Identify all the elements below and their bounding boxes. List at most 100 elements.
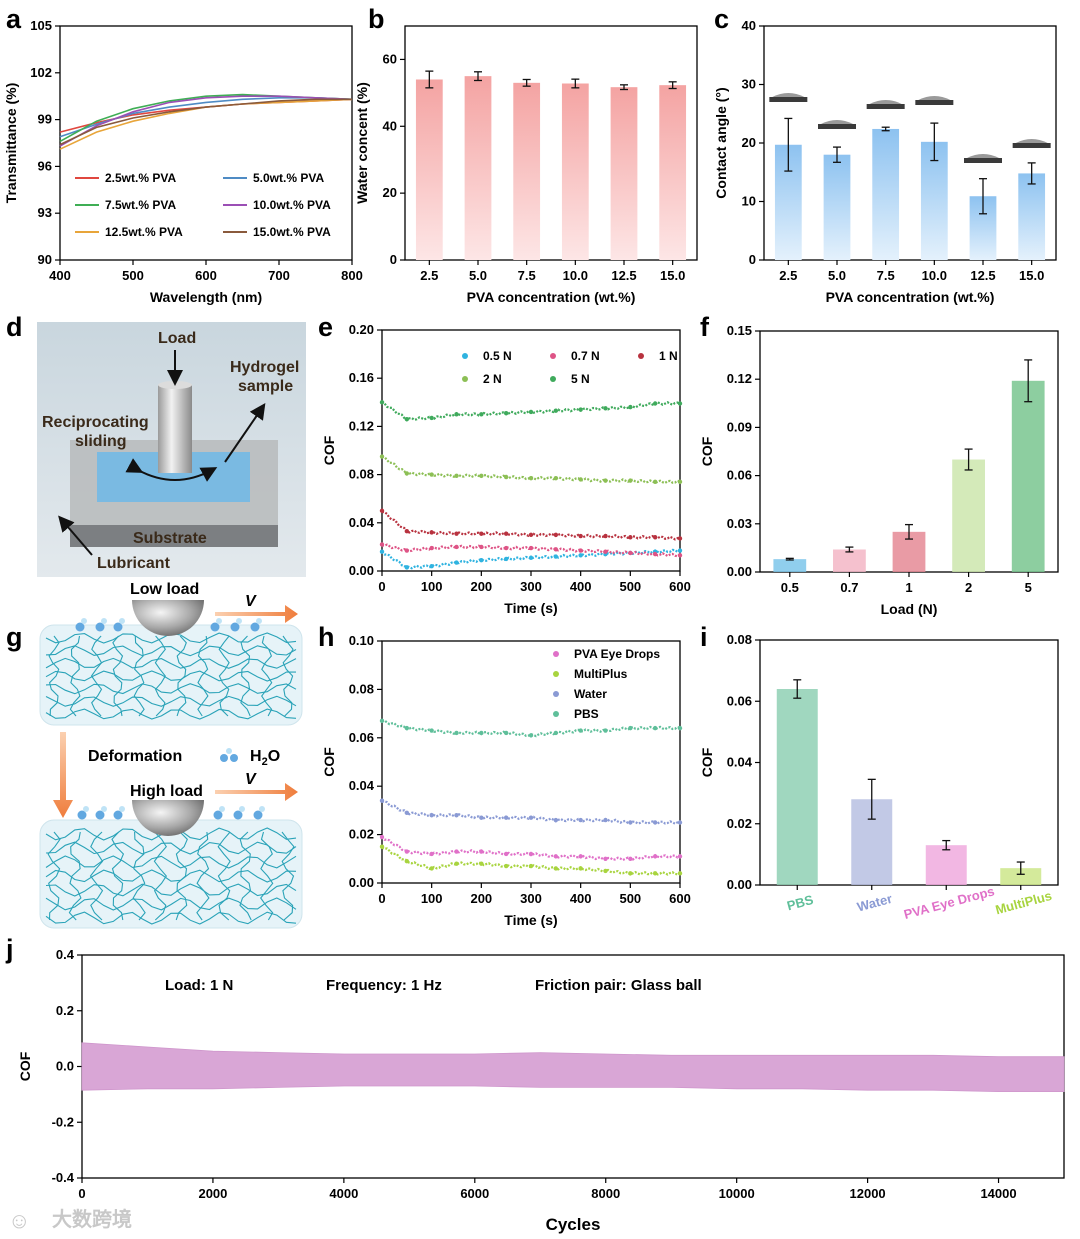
- droplet-icon: [821, 120, 853, 124]
- xtick-label: 2000: [198, 1186, 227, 1201]
- data-point: [429, 866, 434, 871]
- data-point: [553, 817, 559, 823]
- data-point: [578, 866, 583, 871]
- label-velocity-high: V: [245, 771, 257, 788]
- data-point: [503, 410, 509, 416]
- water-molecule-icon: [81, 618, 87, 624]
- water-molecule-icon: [213, 810, 223, 820]
- data-point: [379, 508, 385, 513]
- data-point: [429, 851, 434, 857]
- polymer-chain: [261, 635, 273, 717]
- data-point: [677, 401, 683, 406]
- bar-12-5: [610, 87, 638, 260]
- legend-swatch: [553, 651, 559, 657]
- data-point: [553, 730, 559, 736]
- water-sub: 2: [262, 756, 268, 768]
- water-o: O: [268, 748, 280, 765]
- velocity-arrow-high: [215, 783, 298, 801]
- data-point: [454, 849, 459, 854]
- xtick-label: 300: [520, 891, 542, 906]
- watermark-logo-icon: ☺: [8, 1208, 30, 1233]
- data-point: [553, 547, 559, 552]
- xtick-label: 7.5: [877, 268, 895, 283]
- panel-label-g: g: [6, 622, 23, 652]
- data-point: [503, 531, 509, 536]
- data-point: [379, 834, 385, 840]
- ytick-label: 20: [742, 135, 756, 150]
- data-point: [628, 856, 633, 861]
- lubricant-arrow: [58, 515, 93, 556]
- data-point: [479, 473, 484, 479]
- label-velocity-low: V: [245, 593, 257, 610]
- ytick-label: 30: [742, 77, 756, 92]
- x-axis-label: PVA concentration (wt.%): [467, 289, 636, 305]
- ytick-label: 0.02: [349, 827, 374, 842]
- ytick-label: 0.00: [349, 875, 374, 890]
- data-point: [379, 549, 385, 554]
- data-point: [652, 854, 658, 859]
- polymer-chain: [45, 841, 297, 855]
- water-molecule-icon: [83, 806, 89, 812]
- data-point: [379, 844, 385, 849]
- polymer-chain: [45, 911, 297, 925]
- ytick-label: 10: [742, 194, 756, 209]
- data-point: [553, 854, 559, 859]
- panel-label-d: d: [6, 312, 23, 342]
- data-point: [578, 854, 583, 859]
- data-point: [404, 725, 410, 731]
- data-point: [503, 730, 509, 736]
- water-molecule-icon: [75, 622, 85, 632]
- legend-label: 2 N: [483, 372, 502, 386]
- series-line-water: [381, 800, 681, 825]
- xtick-label: 500: [122, 268, 144, 283]
- data-point: [503, 474, 509, 480]
- polymer-chain: [281, 831, 295, 921]
- xtick-label: 12.5: [611, 268, 636, 283]
- polymer-chain: [45, 883, 297, 897]
- x-axis-label: Time (s): [504, 912, 557, 928]
- water-molecules: [75, 618, 265, 820]
- data-point: [454, 544, 459, 550]
- ytick-label: 0.04: [349, 515, 375, 530]
- polymer-chain: [45, 869, 297, 883]
- data-point: [652, 401, 658, 406]
- xtick-label: 5.0: [828, 268, 846, 283]
- data-point: [578, 728, 583, 733]
- ytick-label: 0.06: [727, 693, 752, 708]
- data-point: [677, 854, 683, 859]
- substrate-block: [70, 525, 278, 547]
- y-axis-label: COF: [17, 1051, 33, 1081]
- xtick-label: 800: [341, 268, 363, 283]
- xtick-label: 10.0: [563, 268, 588, 283]
- y-axis-label: COF: [699, 747, 715, 777]
- xtick-label: 400: [570, 579, 592, 594]
- legend-entry: MultiPlus: [553, 667, 628, 681]
- label-high-load: High load: [130, 783, 203, 800]
- legend-label: 7.5wt.% PVA: [105, 198, 176, 212]
- y-axis-label: COF: [321, 747, 337, 777]
- data-point: [677, 536, 683, 541]
- data-point: [578, 548, 583, 553]
- ytick-label: 90: [38, 252, 52, 267]
- data-point: [603, 817, 608, 823]
- chart-c-frame: [763, 25, 1057, 261]
- data-point: [603, 856, 608, 861]
- data-point: [404, 849, 410, 854]
- ytick-label: 93: [38, 205, 52, 220]
- x-axis-label: Wavelength (nm): [150, 289, 262, 305]
- data-point: [603, 406, 608, 411]
- label-substrate: Substrate: [133, 530, 207, 547]
- data-point: [677, 871, 683, 876]
- bar-5: [1011, 380, 1045, 572]
- xtick-label: 600: [669, 579, 691, 594]
- legend-label: 5 N: [571, 372, 590, 386]
- polymer-chain: [218, 635, 230, 717]
- ytick-label: 0.12: [349, 418, 374, 433]
- ytick-label: 102: [30, 65, 52, 80]
- chart-e: 0.00 0.04 0.08 0.12 0.16 0.20 COF Time (s) 0 100 2…: [321, 322, 691, 616]
- droplet-substrate: [915, 100, 954, 105]
- data-point: [479, 412, 484, 417]
- ytick-label: 96: [38, 158, 52, 173]
- xtick-label: 14000: [980, 1186, 1016, 1201]
- legend-entry: 2 N: [462, 372, 502, 386]
